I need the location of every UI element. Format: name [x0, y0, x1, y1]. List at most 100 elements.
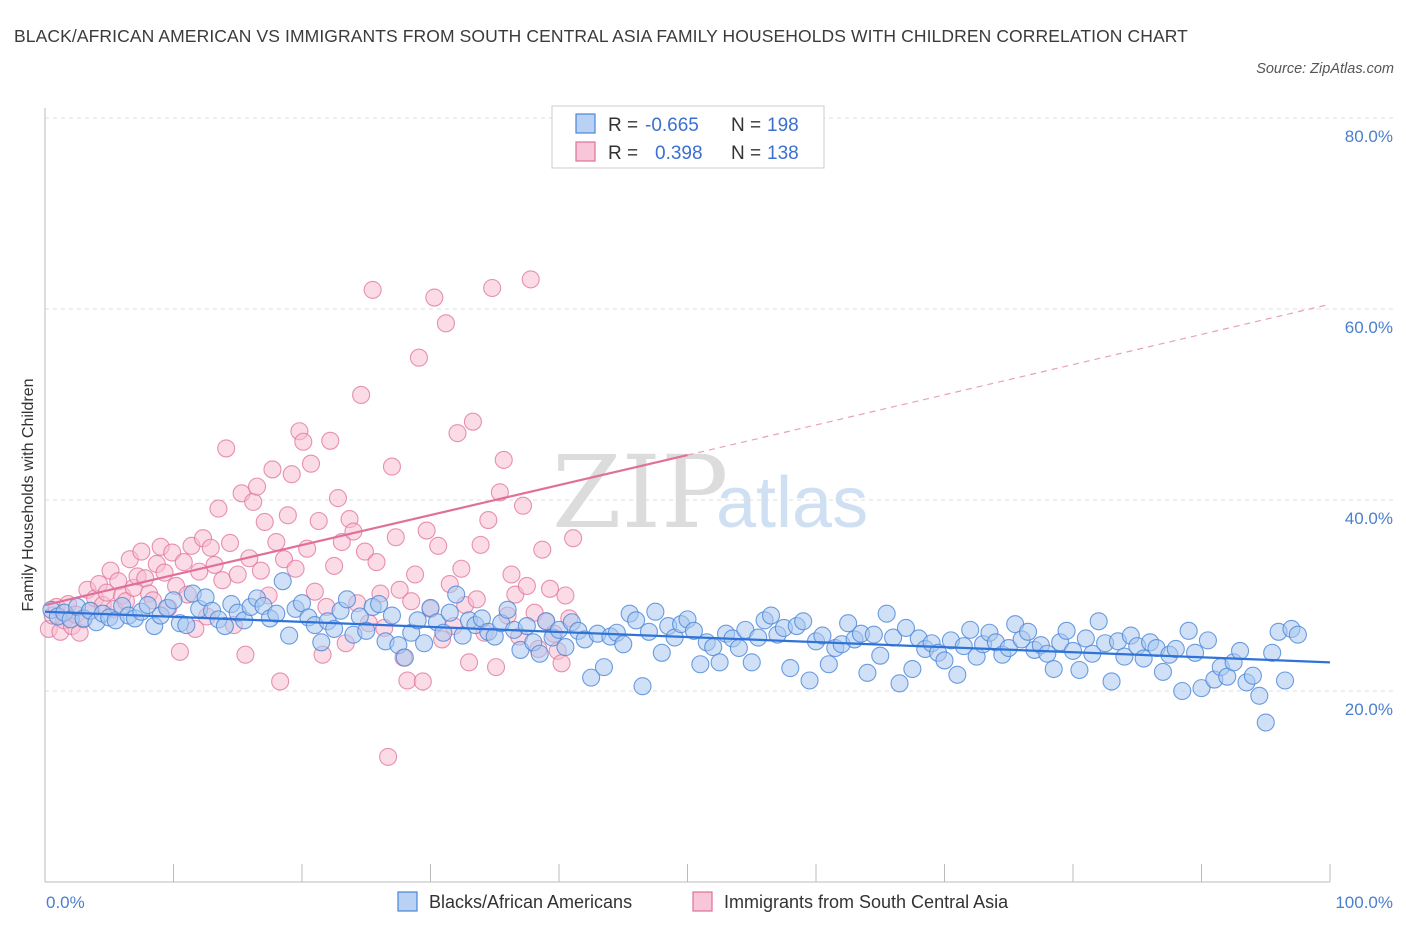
- pink-point: [132, 542, 151, 561]
- pink-point: [294, 432, 313, 451]
- pink-point: [448, 424, 467, 443]
- pink-point: [513, 496, 533, 515]
- pink-point: [390, 580, 409, 599]
- blue-point: [1256, 713, 1275, 732]
- source-label: Source: ZipAtlas.com: [1256, 61, 1394, 77]
- x-tick-label: 0.0%: [46, 893, 85, 912]
- trend-lines: [44, 303, 1331, 664]
- pink-point: [490, 483, 509, 502]
- blue-point: [312, 633, 331, 652]
- blue-point: [877, 604, 896, 623]
- blue-point: [1186, 643, 1205, 662]
- blue-point: [1243, 666, 1262, 685]
- pink-point: [417, 521, 436, 540]
- pink-point: [425, 288, 444, 307]
- blue-point: [1198, 631, 1217, 650]
- blue-point: [177, 616, 196, 635]
- blue-point: [729, 638, 748, 658]
- legend-swatch-blue: [575, 113, 596, 134]
- pink-point: [502, 565, 521, 584]
- blue-point: [839, 614, 858, 633]
- blue-point: [794, 612, 813, 631]
- pink-point: [486, 658, 506, 677]
- blue-point: [215, 617, 234, 636]
- blue-point: [1263, 643, 1282, 662]
- watermark-atlas: atlas: [716, 463, 868, 543]
- blue-point: [819, 655, 838, 674]
- pink-point: [436, 314, 455, 333]
- blue-point: [447, 585, 466, 604]
- pink-point: [533, 540, 552, 559]
- blue-point: [1038, 644, 1057, 663]
- blue-point: [684, 621, 703, 640]
- pink-point: [321, 431, 340, 450]
- legend-r-value-blue: -0.665: [645, 115, 699, 136]
- legend-n-label-blue: N =: [731, 115, 761, 136]
- axes: [44, 108, 1331, 883]
- blue-point: [961, 620, 980, 639]
- blue-point: [395, 648, 414, 667]
- blue-point: [582, 668, 601, 687]
- blue-point: [537, 612, 556, 631]
- pink-point: [228, 565, 247, 584]
- y-tick-label: 60.0%: [1345, 318, 1393, 337]
- legend-box: [551, 105, 825, 169]
- pink-point: [382, 457, 402, 476]
- blue-point: [864, 625, 883, 644]
- blue-point: [1250, 686, 1269, 705]
- pink-point: [305, 582, 324, 601]
- pink-point: [367, 553, 386, 572]
- pink-point: [263, 460, 282, 479]
- y-ticks: 20.0% 40.0% 60.0% 80.0%: [1345, 127, 1393, 719]
- blue-point: [813, 626, 832, 645]
- pink-point: [467, 590, 486, 609]
- legend-n-label-pink: N =: [731, 143, 761, 164]
- blue-point: [357, 621, 376, 640]
- blue-point: [858, 663, 877, 682]
- blue-point: [1275, 671, 1295, 690]
- bottom-legend-label-pink: Immigrants from South Central Asia: [724, 892, 1009, 912]
- legend-r-label-pink: R =: [608, 143, 638, 164]
- y-tick-label: 20.0%: [1345, 700, 1393, 719]
- pink-point: [459, 653, 479, 672]
- y-tick-label: 80.0%: [1345, 127, 1393, 146]
- pink-point: [552, 654, 571, 673]
- pink-point: [201, 538, 220, 557]
- pink-point: [517, 576, 536, 596]
- blue-point: [691, 655, 710, 674]
- pink-point: [406, 565, 425, 584]
- pink-point: [170, 642, 189, 661]
- pink-point: [463, 412, 482, 431]
- blue-point: [652, 643, 671, 662]
- legend-swatch-pink: [575, 141, 596, 162]
- blue-point: [1089, 612, 1108, 631]
- pink-point: [471, 535, 490, 554]
- blue-point: [382, 606, 402, 625]
- pink-point: [564, 529, 583, 548]
- pink-point: [540, 579, 560, 598]
- pink-point: [479, 511, 498, 530]
- blue-point: [1173, 681, 1192, 701]
- pink-point: [429, 536, 448, 555]
- blue-point: [280, 626, 299, 645]
- pink-point: [136, 569, 155, 588]
- blue-point: [337, 590, 357, 609]
- blue-point: [1153, 662, 1172, 681]
- trend-line-pink: [44, 454, 688, 607]
- x-ticks: 0.0% 100.0%: [46, 893, 1393, 912]
- pink-point: [174, 553, 193, 572]
- blue-point: [1192, 679, 1211, 698]
- pink-point: [267, 532, 286, 552]
- blue-point: [999, 638, 1018, 658]
- pink-point: [209, 499, 228, 518]
- pink-point: [251, 561, 270, 580]
- pink-point: [220, 533, 240, 553]
- blue-point: [164, 591, 183, 610]
- blue-point: [1018, 622, 1038, 641]
- pink-point: [301, 454, 321, 473]
- blue-point: [749, 628, 768, 647]
- blue-point: [138, 595, 157, 615]
- bottom-legend-swatch-pink: [692, 891, 713, 912]
- blue-point: [1115, 647, 1134, 666]
